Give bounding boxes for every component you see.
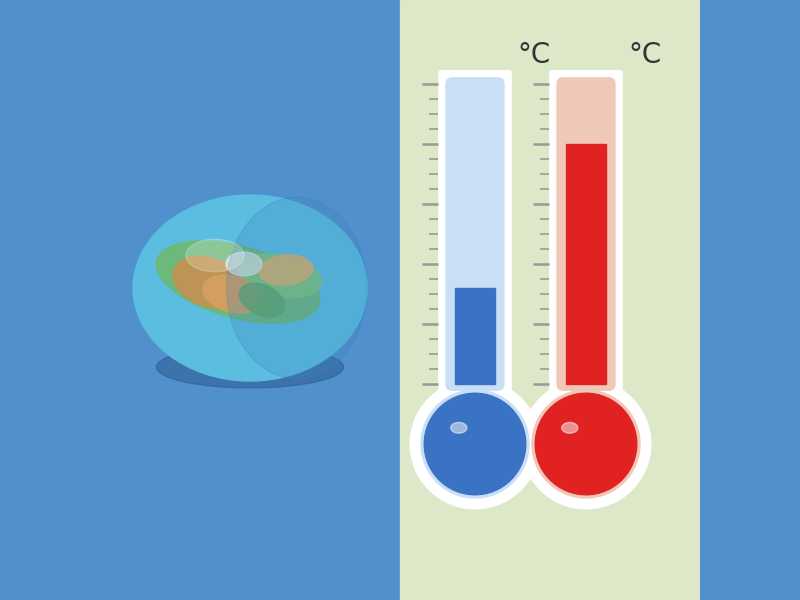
Bar: [566, 144, 606, 384]
Ellipse shape: [156, 241, 320, 323]
Ellipse shape: [156, 346, 344, 388]
Ellipse shape: [186, 239, 244, 272]
Ellipse shape: [259, 255, 313, 285]
Circle shape: [424, 393, 526, 495]
Ellipse shape: [562, 422, 578, 433]
Circle shape: [421, 390, 529, 498]
Ellipse shape: [202, 275, 262, 313]
Bar: [400, 0, 700, 600]
Ellipse shape: [226, 252, 262, 276]
Circle shape: [532, 390, 640, 498]
Ellipse shape: [239, 283, 285, 317]
Circle shape: [535, 393, 637, 495]
Ellipse shape: [450, 422, 467, 433]
Ellipse shape: [133, 195, 367, 381]
Bar: [454, 288, 495, 384]
Ellipse shape: [173, 256, 243, 308]
FancyBboxPatch shape: [438, 70, 512, 398]
FancyBboxPatch shape: [549, 70, 623, 398]
Text: °C: °C: [518, 41, 551, 69]
Text: °C: °C: [629, 41, 662, 69]
Circle shape: [522, 379, 651, 509]
Bar: [100, 0, 400, 600]
Circle shape: [410, 379, 540, 509]
FancyBboxPatch shape: [446, 77, 505, 391]
FancyBboxPatch shape: [556, 77, 616, 391]
Ellipse shape: [226, 197, 367, 379]
Ellipse shape: [238, 254, 322, 298]
